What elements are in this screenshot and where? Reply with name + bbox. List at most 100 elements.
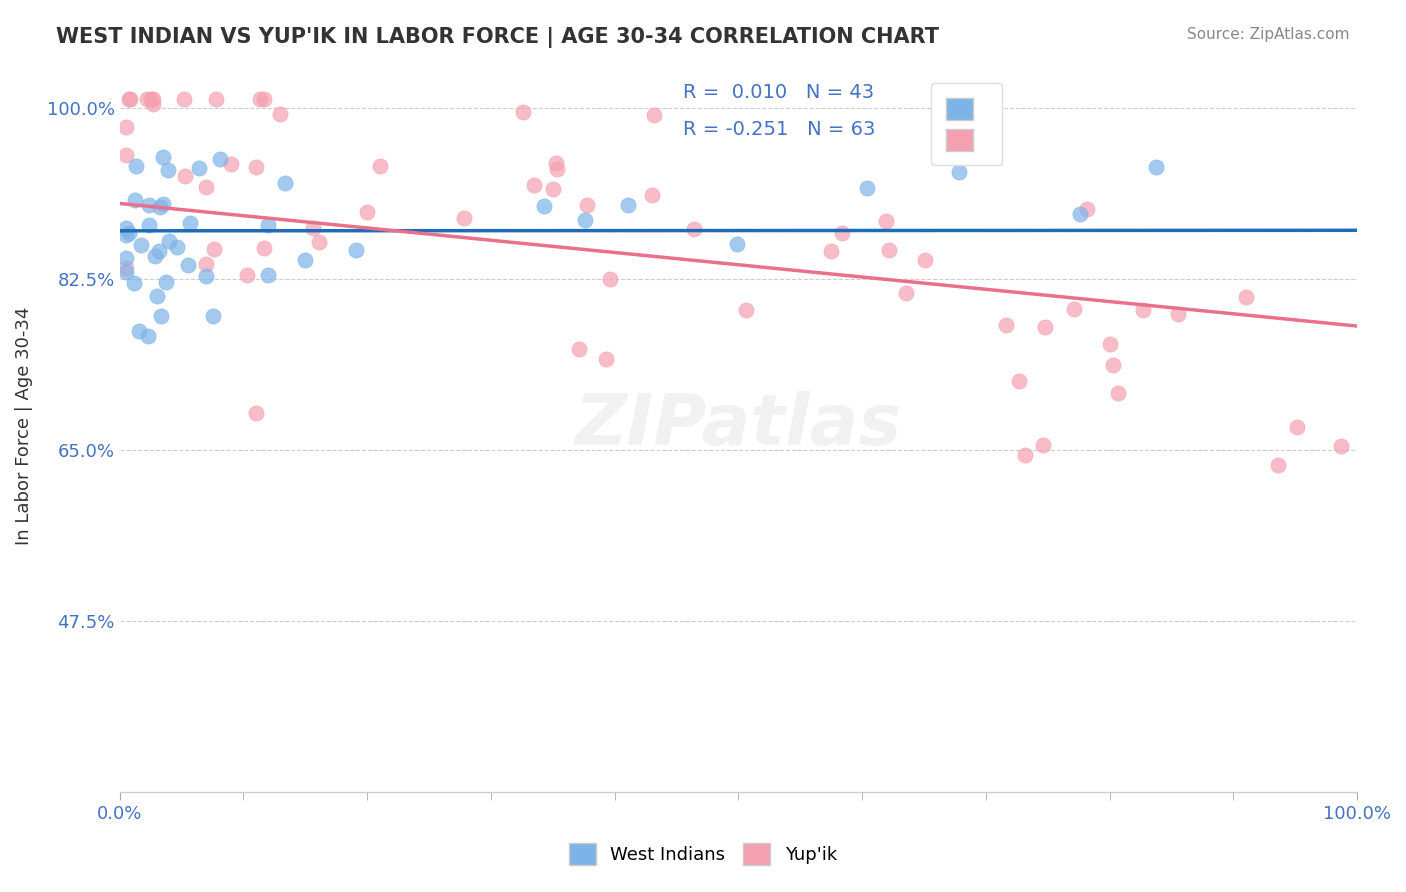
Point bbox=[128, 324, 150, 338]
Point bbox=[1069, 207, 1091, 221]
Point bbox=[575, 198, 598, 212]
Point bbox=[994, 318, 1017, 332]
Point bbox=[145, 249, 167, 263]
Point bbox=[194, 257, 217, 271]
Point bbox=[914, 253, 936, 268]
Text: R =  0.010   N = 43: R = 0.010 N = 43 bbox=[683, 83, 873, 102]
Point bbox=[641, 187, 664, 202]
Point bbox=[1267, 458, 1289, 472]
Point bbox=[453, 211, 475, 225]
Point bbox=[1033, 319, 1056, 334]
Point bbox=[219, 156, 242, 170]
Point bbox=[1099, 337, 1122, 351]
Point bbox=[173, 169, 195, 183]
Text: R = -0.251   N = 63: R = -0.251 N = 63 bbox=[683, 120, 875, 138]
Point bbox=[157, 234, 180, 248]
Point bbox=[202, 309, 225, 323]
Point bbox=[142, 92, 165, 106]
Point bbox=[142, 97, 165, 112]
Point bbox=[156, 162, 179, 177]
Point bbox=[253, 92, 276, 106]
Point bbox=[152, 150, 174, 164]
Point bbox=[1063, 301, 1085, 316]
Point bbox=[308, 235, 330, 250]
Point bbox=[274, 176, 297, 190]
Point bbox=[115, 265, 138, 279]
Point bbox=[150, 309, 173, 323]
Point bbox=[179, 216, 201, 230]
Y-axis label: In Labor Force | Age 30-34: In Labor Force | Age 30-34 bbox=[15, 307, 32, 545]
Point bbox=[257, 218, 280, 232]
Point bbox=[125, 159, 148, 173]
Point bbox=[236, 268, 259, 282]
Point bbox=[820, 244, 842, 258]
Legend: West Indians, Yup'ik: West Indians, Yup'ik bbox=[560, 834, 846, 874]
Point bbox=[599, 272, 621, 286]
Point bbox=[245, 160, 267, 174]
Point bbox=[512, 105, 534, 120]
Point bbox=[1014, 448, 1036, 462]
Point bbox=[205, 92, 228, 106]
Point bbox=[115, 228, 138, 243]
Point bbox=[117, 226, 139, 240]
Point bbox=[725, 236, 748, 251]
Point bbox=[1144, 161, 1167, 175]
Point bbox=[574, 212, 596, 227]
Point bbox=[194, 269, 217, 284]
Point bbox=[209, 152, 232, 166]
Point bbox=[249, 92, 271, 106]
Point bbox=[269, 107, 291, 121]
Point bbox=[118, 92, 141, 106]
Point bbox=[115, 260, 138, 275]
Point bbox=[856, 180, 879, 194]
Point bbox=[344, 243, 367, 257]
Point bbox=[1102, 359, 1125, 373]
Point bbox=[595, 351, 617, 366]
Point bbox=[1286, 420, 1309, 434]
Point bbox=[136, 329, 159, 343]
Point bbox=[202, 242, 225, 256]
Point bbox=[188, 161, 211, 175]
Point bbox=[257, 268, 280, 282]
Point bbox=[1132, 303, 1154, 318]
Point bbox=[138, 218, 160, 232]
Point bbox=[195, 179, 218, 194]
Point bbox=[546, 155, 568, 169]
Point bbox=[118, 92, 141, 106]
Point bbox=[1234, 290, 1257, 304]
Point bbox=[129, 237, 152, 252]
Point bbox=[124, 193, 146, 207]
Point bbox=[1167, 307, 1189, 321]
Point bbox=[152, 197, 174, 211]
Point bbox=[139, 92, 162, 106]
Point bbox=[177, 258, 200, 272]
Point bbox=[166, 239, 188, 253]
Point bbox=[173, 92, 195, 106]
Point bbox=[1008, 374, 1031, 388]
Point bbox=[115, 148, 138, 162]
Text: ZIPatlas: ZIPatlas bbox=[575, 392, 903, 460]
Point bbox=[1330, 439, 1353, 453]
Point bbox=[948, 165, 970, 179]
Point bbox=[643, 108, 665, 122]
Point bbox=[115, 120, 138, 134]
Point bbox=[253, 241, 276, 255]
Point bbox=[149, 200, 172, 214]
Text: Source: ZipAtlas.com: Source: ZipAtlas.com bbox=[1187, 27, 1350, 42]
Legend: , : , bbox=[931, 83, 1001, 165]
Point bbox=[294, 253, 316, 268]
Point bbox=[533, 199, 555, 213]
Point bbox=[543, 182, 565, 196]
Point bbox=[135, 92, 157, 106]
Point bbox=[831, 227, 853, 241]
Point bbox=[683, 221, 706, 235]
Point bbox=[148, 244, 170, 259]
Point bbox=[138, 198, 160, 212]
Point bbox=[1032, 438, 1054, 452]
Point bbox=[356, 205, 378, 219]
Point bbox=[546, 162, 568, 177]
Point bbox=[155, 275, 177, 289]
Point bbox=[115, 221, 138, 235]
Point bbox=[523, 178, 546, 192]
Point bbox=[568, 343, 591, 357]
